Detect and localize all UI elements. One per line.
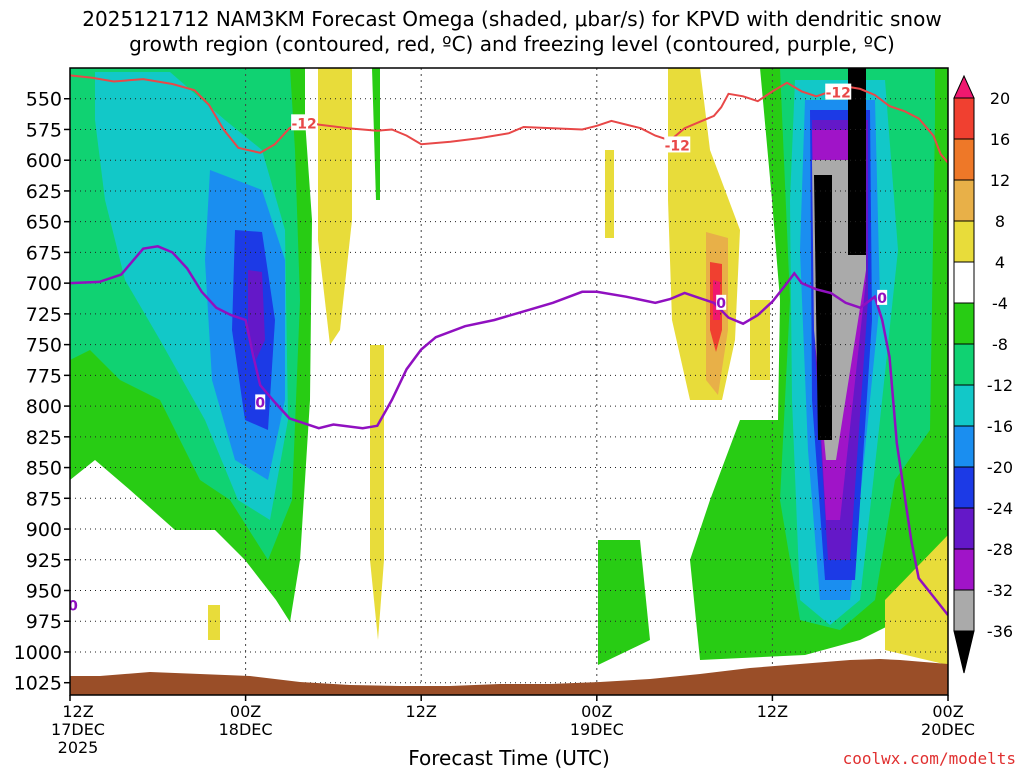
colorbar-swatch-11 — [953, 507, 975, 550]
colorbar-label-6: -8 — [992, 335, 1008, 354]
omega-region-yellow-late — [885, 535, 948, 665]
colorbar-swatch-3 — [953, 179, 975, 222]
y-tick-label-825: 825 — [26, 427, 62, 449]
y-tick-label-675: 675 — [26, 242, 62, 264]
contour-labels: -12 -12 -12 0 0 0 0 — [68, 83, 888, 614]
y-tick-label-750: 750 — [26, 335, 62, 357]
colorbar-swatch-8 — [953, 384, 975, 427]
colorbar-label-10: -24 — [987, 499, 1013, 518]
colorbar-label-11: -28 — [987, 540, 1013, 559]
x-tick-label-1-2: 18DEC — [219, 720, 273, 739]
colorbar-swatch-2 — [953, 138, 975, 181]
fz-label-bg-0 — [255, 394, 266, 410]
y-tick-label-650: 650 — [26, 212, 62, 234]
colorbar-swatch-0 — [953, 74, 975, 99]
dgz-label-2: -12 — [826, 86, 851, 102]
fz-label-0: 0 — [255, 395, 265, 411]
x-tick-label-0-2: 17DEC — [51, 720, 105, 739]
fz-label-bg-1 — [716, 294, 727, 310]
colorbar: 20 16 12 8 4 -4 -8 -12 -16 -20 -24 -28 -32 -36 — [953, 74, 1013, 674]
y-tick-label-800: 800 — [26, 396, 62, 418]
fz-label-bg-2 — [877, 289, 888, 305]
colorbar-label-5: -4 — [992, 294, 1008, 313]
omega-region-purple-early — [248, 270, 265, 360]
fz-label-bg-3 — [70, 597, 78, 613]
colorbar-label-3: 8 — [995, 212, 1005, 231]
omega-region-green-late2 — [598, 540, 650, 665]
colorbar-swatch-6 — [953, 302, 975, 345]
y-tick-label-775: 775 — [26, 365, 62, 387]
x-tick-label-0-3: 2025 — [58, 738, 99, 757]
omega-shading — [70, 68, 948, 665]
y-tick-label-575: 575 — [26, 119, 62, 141]
chart-title-line1: 2025121712 NAM3KM Forecast Omega (shaded… — [82, 7, 941, 31]
x-tick-label-3-1: 00Z — [581, 702, 612, 721]
y-tick-label-975: 975 — [26, 611, 62, 633]
fz-label-3: 0 — [68, 598, 78, 614]
dgz-label-bg-2 — [825, 83, 852, 100]
colorbar-label-8: -16 — [987, 417, 1013, 436]
colorbar-swatch-14 — [953, 630, 975, 674]
x-axis-label: Forecast Time (UTC) — [408, 746, 610, 768]
y-tick-label-700: 700 — [26, 273, 62, 295]
y-tick-label-925: 925 — [26, 550, 62, 572]
x-tick-label-0-1: 12Z — [62, 702, 93, 721]
y-tick-label-875: 875 — [26, 488, 62, 510]
omega-region-yellow-6 — [750, 300, 770, 380]
time-gridlines — [245, 68, 773, 695]
y-tick-label-1000: 1000 — [14, 642, 62, 664]
colorbar-label-9: -20 — [987, 458, 1013, 477]
y-axis: 550 575 600 625 650 675 700 725 750 775 800 825 850 8… — [14, 89, 70, 695]
x-tick-label-4-1: 12Z — [757, 702, 788, 721]
x-tick-label-5-1: 00Z — [932, 702, 963, 721]
y-tick-label-900: 900 — [26, 519, 62, 541]
dgz-label-bg-1 — [664, 136, 691, 153]
colorbar-label-4: 4 — [995, 253, 1005, 272]
chart-title-line2: growth region (contoured, red, ºC) and f… — [129, 32, 895, 56]
omega-region-black-late2 — [848, 68, 866, 255]
y-tick-label-625: 625 — [26, 181, 62, 203]
y-tick-label-950: 950 — [26, 581, 62, 603]
ground-terrain — [70, 659, 948, 695]
colorbar-label-7: -12 — [987, 376, 1013, 395]
y-tick-label-600: 600 — [26, 150, 62, 172]
fz-label-2: 0 — [877, 291, 887, 307]
plot-area: -12 -12 -12 0 0 0 0 — [68, 68, 948, 695]
colorbar-swatch-1 — [953, 97, 975, 140]
colorbar-label-0: 20 — [990, 89, 1010, 108]
y-tick-label-850: 850 — [26, 458, 62, 480]
x-tick-label-1-1: 00Z — [230, 702, 261, 721]
omega-region-yellow-1 — [318, 68, 352, 345]
colorbar-swatch-7 — [953, 343, 975, 386]
colorbar-swatch-9 — [953, 425, 975, 468]
colorbar-swatch-13 — [953, 589, 975, 632]
omega-region-yellow-5 — [605, 150, 614, 238]
colorbar-label-13: -36 — [987, 622, 1013, 641]
y-tick-label-550: 550 — [26, 89, 62, 111]
x-tick-label-5-2: 20DEC — [921, 720, 975, 739]
omega-region-black-late — [814, 175, 832, 440]
colorbar-label-2: 12 — [990, 171, 1010, 190]
x-tick-label-2-1: 12Z — [406, 702, 437, 721]
dgz-label-0: -12 — [291, 116, 316, 132]
fz-label-1: 0 — [716, 296, 726, 312]
colorbar-swatch-4 — [953, 220, 975, 263]
plot-frame — [69, 67, 949, 696]
dgz-label-1: -12 — [665, 138, 690, 154]
y-tick-label-725: 725 — [26, 304, 62, 326]
x-tick-label-3-2: 19DEC — [570, 720, 624, 739]
watermark: coolwx.com/modelts — [843, 749, 1016, 768]
colorbar-swatch-5 — [953, 261, 975, 304]
y-tick-label-1025: 1025 — [14, 673, 62, 695]
omega-region-yellow-3 — [208, 605, 220, 640]
colorbar-swatch-10 — [953, 466, 975, 509]
dgz-label-bg-0 — [291, 114, 318, 131]
colorbar-swatch-12 — [953, 548, 975, 591]
colorbar-label-12: -32 — [987, 581, 1013, 600]
freezing-level-contour-line — [70, 245, 948, 616]
omega-region-green-streak — [372, 68, 380, 200]
colorbar-label-1: 16 — [990, 130, 1010, 149]
